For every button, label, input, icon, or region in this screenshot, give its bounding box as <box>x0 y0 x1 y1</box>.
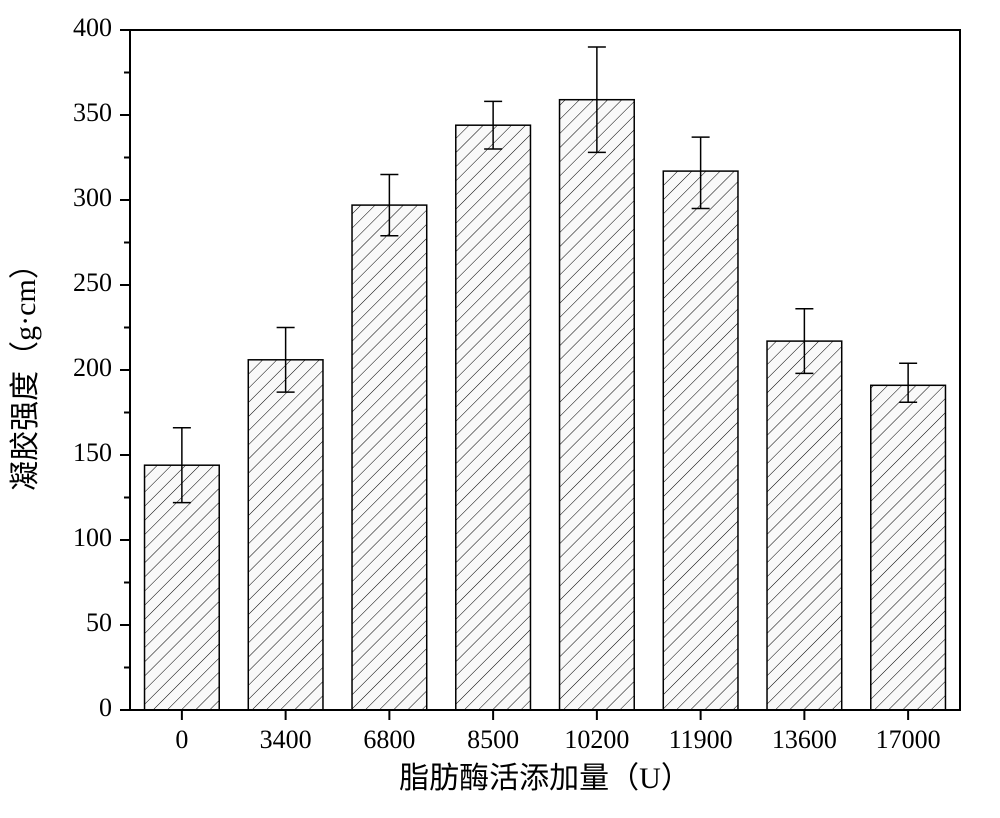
y-tick-label: 400 <box>73 13 112 42</box>
bar <box>871 385 946 710</box>
x-tick-label: 3400 <box>260 725 312 754</box>
x-tick-label: 6800 <box>363 725 415 754</box>
x-tick-label: 13600 <box>772 725 837 754</box>
y-tick-label: 150 <box>73 438 112 467</box>
y-tick-label: 0 <box>99 693 112 722</box>
chart-container: 0 50 100 150 200 250 300 350 400 凝胶强度（g·cm） 0 3400 6… <box>0 0 1000 818</box>
y-tick-label: 300 <box>73 183 112 212</box>
y-tick-label: 200 <box>73 353 112 382</box>
x-axis-label: 脂肪酶活添加量（U） <box>399 762 691 795</box>
x-tick-label: 8500 <box>467 725 519 754</box>
x-tick-label: 0 <box>175 725 188 754</box>
bar <box>767 341 842 710</box>
bar <box>352 205 427 710</box>
bar-chart: 0 50 100 150 200 250 300 350 400 凝胶强度（g·cm） 0 3400 6… <box>0 0 1000 818</box>
x-tick-label: 11900 <box>669 725 733 754</box>
bar <box>663 171 738 710</box>
y-tick-label: 50 <box>86 608 112 637</box>
x-tick-label: 10200 <box>564 725 629 754</box>
y-tick-label: 250 <box>73 268 112 297</box>
bar <box>456 125 531 710</box>
x-tick-label: 17000 <box>876 725 941 754</box>
bar <box>560 100 635 710</box>
bar <box>248 360 323 710</box>
y-tick-label: 350 <box>73 98 112 127</box>
y-axis-label: 凝胶强度（g·cm） <box>9 249 42 491</box>
y-tick-label: 100 <box>73 523 112 552</box>
